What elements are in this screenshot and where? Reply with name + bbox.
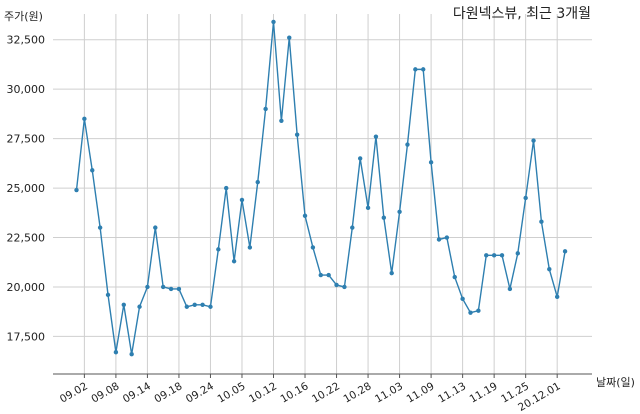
data-point xyxy=(531,138,536,143)
data-point xyxy=(373,134,379,139)
y-axis-label: 주가(원) xyxy=(4,10,43,23)
data-point xyxy=(192,302,197,307)
x-tick-label: 11.13 xyxy=(436,380,468,405)
data-point xyxy=(539,219,544,224)
y-tick-label: 32,500 xyxy=(7,34,46,47)
y-tick-label: 22,500 xyxy=(7,232,46,245)
data-point xyxy=(484,253,489,258)
data-point xyxy=(334,282,339,288)
data-point xyxy=(350,225,355,230)
data-point xyxy=(160,284,166,290)
y-tick-label: 27,500 xyxy=(7,133,46,146)
data-point xyxy=(342,284,347,290)
data-point xyxy=(255,179,260,185)
data-point xyxy=(105,292,111,298)
x-tick-label: 10.12 xyxy=(247,380,279,405)
data-point xyxy=(436,237,442,242)
data-point xyxy=(476,308,481,313)
x-tick-label: 11.19 xyxy=(468,380,500,405)
data-point xyxy=(515,251,520,256)
data-point xyxy=(381,215,387,220)
data-point xyxy=(365,205,371,211)
price-points xyxy=(74,19,568,357)
data-point xyxy=(137,304,142,309)
data-point xyxy=(318,272,323,278)
x-tick-label: 11.03 xyxy=(373,380,405,405)
data-point xyxy=(562,249,568,254)
data-point xyxy=(271,19,276,25)
data-point xyxy=(279,118,284,124)
data-point xyxy=(263,106,268,112)
data-point xyxy=(523,195,528,201)
data-point xyxy=(310,245,316,250)
data-point xyxy=(554,294,560,300)
data-point xyxy=(405,142,410,147)
x-tick-label: 09.18 xyxy=(152,380,184,405)
data-point xyxy=(200,302,205,307)
data-point xyxy=(231,259,237,264)
x-tick-label: 10.22 xyxy=(310,380,342,405)
data-point xyxy=(389,270,394,276)
y-tick-label: 17,500 xyxy=(7,330,46,343)
data-point xyxy=(421,67,426,72)
x-tick-label: 10.28 xyxy=(342,380,374,405)
x-tick-labels: 09.02 09.08 09.14 09.18 09.24 10.05 10.12 10.16… xyxy=(58,380,563,414)
data-point xyxy=(499,253,505,258)
data-point xyxy=(547,266,552,272)
y-tick-label: 30,000 xyxy=(7,83,46,96)
data-point xyxy=(413,67,418,72)
data-point xyxy=(74,187,79,193)
data-point xyxy=(507,286,513,292)
data-point xyxy=(239,197,245,203)
data-point xyxy=(294,132,300,137)
data-point xyxy=(460,296,465,302)
grid-lines xyxy=(53,14,592,378)
data-point xyxy=(145,284,150,290)
data-point xyxy=(428,160,434,165)
data-point xyxy=(168,286,174,292)
data-point xyxy=(468,310,473,315)
chart-title: 다원넥스뷰, 최근 3개월 xyxy=(453,6,591,22)
data-point xyxy=(287,35,292,40)
data-point xyxy=(153,225,158,230)
data-point xyxy=(129,352,134,357)
y-tick-labels: 17,500 20,000 22,500 25,000 27,500 30,000 32,5… xyxy=(7,34,46,344)
data-point xyxy=(452,274,457,280)
data-point xyxy=(397,209,402,214)
data-point xyxy=(491,253,497,258)
data-point xyxy=(97,225,103,230)
data-point xyxy=(224,185,229,191)
data-point xyxy=(82,116,87,122)
x-tick-label: 09.14 xyxy=(121,380,153,406)
x-tick-label: 11.09 xyxy=(405,380,437,405)
data-point xyxy=(357,156,363,161)
data-point xyxy=(176,286,182,292)
x-axis-label: 날짜(일) xyxy=(596,375,635,389)
data-point xyxy=(113,350,119,355)
y-tick-label: 20,000 xyxy=(7,281,46,294)
data-point xyxy=(121,302,126,307)
data-point xyxy=(216,247,221,252)
data-point xyxy=(208,304,213,309)
x-tick-label: 10.16 xyxy=(278,380,310,406)
x-tick-label: 10.05 xyxy=(215,380,247,405)
data-point xyxy=(90,168,95,173)
data-point xyxy=(326,272,331,278)
data-point xyxy=(444,235,450,240)
data-point xyxy=(247,245,253,250)
data-point xyxy=(302,213,308,218)
data-point xyxy=(184,304,190,309)
x-tick-label: 09.02 xyxy=(58,380,90,405)
x-tick-label: 09.24 xyxy=(184,380,216,406)
x-tick-label: 09.08 xyxy=(89,380,121,405)
y-tick-label: 25,000 xyxy=(7,182,46,195)
